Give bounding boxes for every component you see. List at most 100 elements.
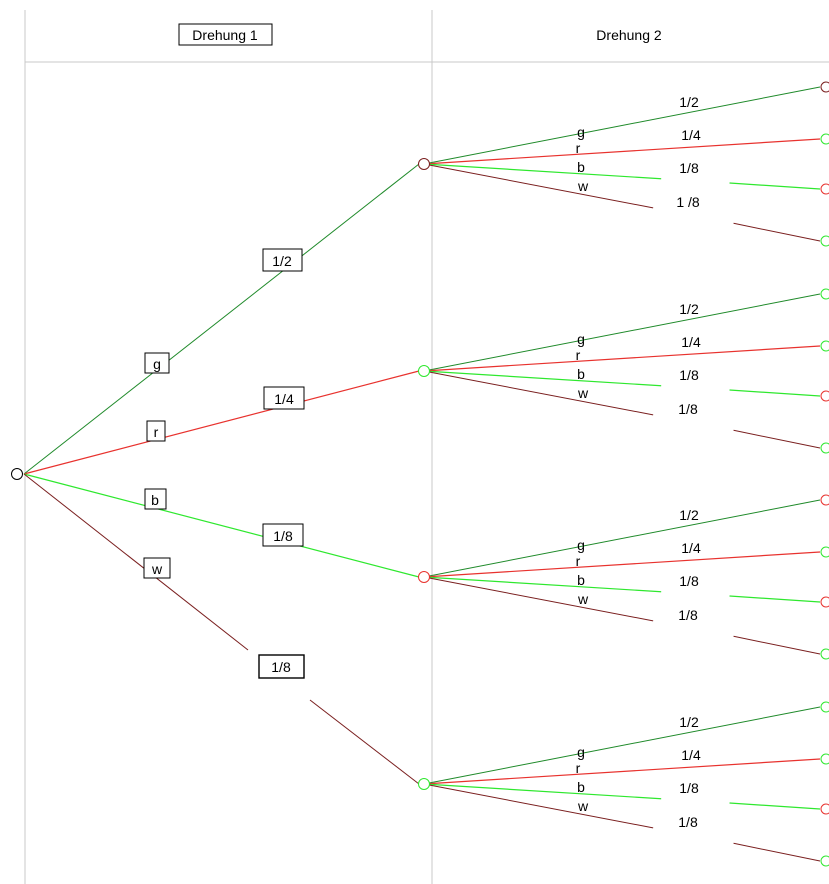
stage2-line-g <box>423 706 821 785</box>
stage2-letter-w: w <box>577 591 589 607</box>
stage2-end-node <box>820 596 829 608</box>
stage2-line-b-a <box>423 576 662 593</box>
stage2-groups: 1/21/41/81 /8grbw1/21/41/81/8grbw1/21/41… <box>418 81 829 867</box>
stage2-line-g <box>423 499 821 578</box>
stage1-line-r <box>23 370 420 475</box>
stage2-line-w-a <box>423 576 654 622</box>
stage2-prob-g: 1/2 <box>679 301 699 317</box>
stage1-line-b <box>23 473 420 578</box>
stage2-end-node <box>820 81 829 93</box>
svg-text:1/4: 1/4 <box>274 391 294 407</box>
svg-text:1/8: 1/8 <box>273 528 293 544</box>
stage2-node <box>418 365 430 377</box>
col1-title-box <box>178 23 273 46</box>
stage2-line-b-a <box>423 163 662 180</box>
stage2-node <box>418 571 430 583</box>
stage2-letter-b: b <box>577 159 585 175</box>
svg-text:b: b <box>151 492 159 508</box>
svg-text:r: r <box>154 424 159 440</box>
stage1-letter-r: r <box>146 420 166 442</box>
svg-text:w: w <box>151 561 163 577</box>
stage2-line-w-a <box>423 783 654 829</box>
stage1-branch-b <box>23 473 420 578</box>
stage2-node <box>418 158 430 170</box>
stage2-end-node <box>820 390 829 402</box>
stage2-line-r <box>423 138 821 165</box>
stage2-end-node <box>820 648 829 660</box>
root-node <box>11 468 23 480</box>
stage2-prob-b: 1/8 <box>679 780 699 796</box>
stage2-letter-g: g <box>577 744 585 760</box>
stage2-end-node <box>820 340 829 352</box>
stage2-prob-b: 1/8 <box>679 573 699 589</box>
stage2-line-b-b <box>729 595 821 603</box>
stage1-branch-r <box>23 370 420 475</box>
stage2-prob-w: 1 /8 <box>676 194 700 210</box>
stage2-prob-g: 1/2 <box>679 94 699 110</box>
stage2-prob-r: 1/4 <box>681 127 701 143</box>
stage1-prob-b: 1/8 <box>262 523 304 547</box>
stage2-letter-b: b <box>577 779 585 795</box>
stage2-line-w-b <box>733 842 821 862</box>
stage2-line-r <box>423 758 821 785</box>
stage2-letter-r: r <box>576 760 581 776</box>
stage2-letter-r: r <box>576 347 581 363</box>
stage2-prob-r: 1/4 <box>681 747 701 763</box>
stage1-letter-w: w <box>143 557 171 579</box>
stage1-line-w-b <box>309 699 420 785</box>
stage2-line-w-b <box>733 635 821 655</box>
stage1-prob-g: 1/2 <box>262 248 303 272</box>
stage2-prob-w: 1/8 <box>678 401 698 417</box>
stage1-branch-w <box>23 473 420 785</box>
stage2-end-node <box>820 546 829 558</box>
stage1-line-w-a <box>23 473 249 651</box>
stage2-end-node <box>820 494 829 506</box>
stage2-letter-r: r <box>576 140 581 156</box>
stage2-end-node <box>820 288 829 300</box>
stage1-letter-g: g <box>144 352 170 374</box>
stage2-letter-w: w <box>577 385 589 401</box>
stage2-line-g <box>423 293 821 372</box>
stage1-line-g <box>23 163 420 475</box>
stage2-line-b-a <box>423 783 662 800</box>
stage2-prob-r: 1/4 <box>681 334 701 350</box>
stage1-letter-b: b <box>144 488 167 510</box>
stage2-letter-w: w <box>577 178 589 194</box>
svg-text:1/8: 1/8 <box>271 659 291 675</box>
stage2-end-node <box>820 183 829 195</box>
svg-text:g: g <box>153 356 161 372</box>
col2-title: Drehung 2 <box>596 27 662 43</box>
stage2-end-node <box>820 803 829 815</box>
stage2-line-b-b <box>729 182 821 190</box>
stage2-line-r <box>423 345 821 372</box>
stage2-letter-g: g <box>577 537 585 553</box>
stage2-end-node <box>820 235 829 247</box>
stage2-letter-r: r <box>576 553 581 569</box>
stage2-end-node <box>820 753 829 765</box>
stage2-prob-b: 1/8 <box>679 367 699 383</box>
stage1-branch-g <box>23 163 420 475</box>
stage2-line-w-b <box>733 429 821 449</box>
stage1-prob-w: 1/8 <box>258 654 305 679</box>
stage2-letter-b: b <box>577 572 585 588</box>
stage2-letter-g: g <box>577 331 585 347</box>
stage2-end-node <box>820 855 829 867</box>
stage2-letter-w: w <box>577 798 589 814</box>
stage2-end-node <box>820 701 829 713</box>
stage2-prob-w: 1/8 <box>678 814 698 830</box>
stage2-line-b-a <box>423 370 662 387</box>
stage2-line-w-b <box>733 222 821 242</box>
stage2-letter-g: g <box>577 124 585 140</box>
svg-text:1/2: 1/2 <box>272 253 292 269</box>
stage2-letter-b: b <box>577 366 585 382</box>
col1-title: Drehung 1 <box>192 27 258 43</box>
stage2-line-r <box>423 551 821 578</box>
stage1-prob-r: 1/4 <box>263 386 305 410</box>
stage2-line-b-b <box>729 389 821 397</box>
stage2-node <box>418 778 430 790</box>
